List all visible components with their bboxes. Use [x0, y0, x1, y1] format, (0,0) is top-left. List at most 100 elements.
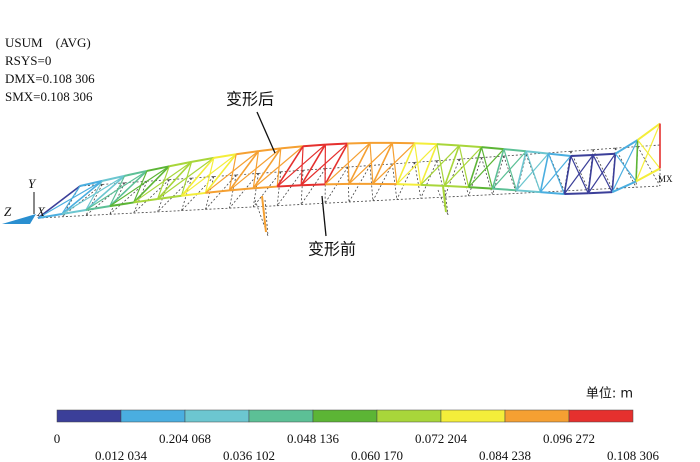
member	[85, 175, 126, 211]
member	[276, 144, 326, 188]
member	[300, 143, 349, 186]
annotation-after: 变形后	[226, 90, 274, 109]
truss-model	[37, 122, 661, 237]
member	[301, 202, 326, 205]
member	[539, 155, 572, 193]
axis-label: Z	[4, 204, 12, 219]
member	[348, 142, 371, 185]
member	[252, 151, 260, 189]
member	[516, 189, 541, 194]
member	[588, 191, 613, 195]
member	[252, 171, 282, 208]
legend-label: 0.072 204	[415, 431, 468, 446]
member	[300, 170, 304, 205]
header-line: SMX=0.108 306	[5, 89, 93, 104]
member	[637, 139, 661, 169]
member	[468, 186, 493, 190]
member	[181, 153, 237, 197]
member	[109, 165, 170, 207]
member	[157, 161, 193, 200]
member	[459, 144, 482, 149]
axis-label: X	[36, 204, 46, 219]
member	[204, 153, 237, 194]
member	[492, 192, 517, 196]
member	[85, 213, 110, 216]
legend-swatch	[440, 409, 506, 423]
member	[587, 153, 616, 194]
member	[503, 148, 527, 153]
member	[180, 161, 193, 196]
member	[258, 171, 281, 174]
axis-triad	[2, 214, 36, 224]
member	[492, 187, 517, 192]
member	[396, 183, 421, 186]
member	[391, 163, 398, 200]
member	[325, 201, 350, 204]
member	[191, 156, 215, 163]
member	[396, 143, 438, 185]
member	[443, 145, 460, 187]
member	[37, 180, 103, 219]
member	[468, 194, 493, 197]
member	[280, 145, 304, 150]
member	[614, 139, 639, 155]
member	[570, 149, 594, 152]
member	[37, 185, 81, 219]
member	[444, 146, 482, 187]
member	[587, 154, 594, 194]
member	[372, 142, 416, 185]
legend-unit: 单位: m	[586, 387, 633, 402]
member	[109, 212, 134, 215]
member	[444, 195, 469, 198]
member	[229, 147, 282, 191]
member	[300, 168, 326, 205]
member	[205, 207, 230, 210]
legend-label: 0.084 238	[479, 448, 531, 462]
member	[392, 161, 415, 165]
member	[253, 185, 278, 190]
member	[205, 189, 230, 194]
member	[526, 150, 549, 155]
legend-label: 0	[54, 431, 61, 446]
member	[300, 146, 304, 186]
member	[124, 169, 148, 177]
member	[157, 210, 182, 213]
legend-swatch	[312, 409, 378, 423]
member	[157, 194, 182, 200]
member	[85, 205, 110, 211]
member	[564, 192, 589, 196]
member	[228, 150, 260, 191]
member	[61, 208, 87, 215]
member	[79, 179, 103, 187]
member	[324, 166, 349, 204]
member	[481, 155, 504, 159]
member	[481, 146, 504, 151]
member	[133, 211, 158, 214]
member	[204, 157, 215, 194]
member	[61, 184, 103, 218]
member	[570, 154, 594, 158]
legend-swatch	[120, 409, 186, 423]
legend-label: 0.204 068	[159, 431, 211, 446]
member	[261, 195, 267, 233]
member	[515, 151, 527, 191]
member	[169, 160, 192, 168]
member	[252, 145, 304, 189]
member	[436, 143, 460, 147]
member	[205, 150, 259, 194]
member	[444, 189, 449, 216]
legend-label: 0.096 272	[543, 431, 595, 446]
member	[548, 152, 571, 158]
member	[468, 148, 505, 188]
member	[324, 142, 371, 185]
member	[540, 191, 565, 196]
member	[396, 162, 415, 200]
member	[258, 147, 281, 153]
member	[437, 189, 449, 216]
legend-label: 0.108 306	[607, 448, 660, 462]
member	[324, 143, 349, 185]
member	[236, 150, 259, 156]
member	[229, 206, 254, 209]
legend-swatch	[376, 409, 442, 423]
legend-label: 0.036 102	[223, 448, 275, 462]
